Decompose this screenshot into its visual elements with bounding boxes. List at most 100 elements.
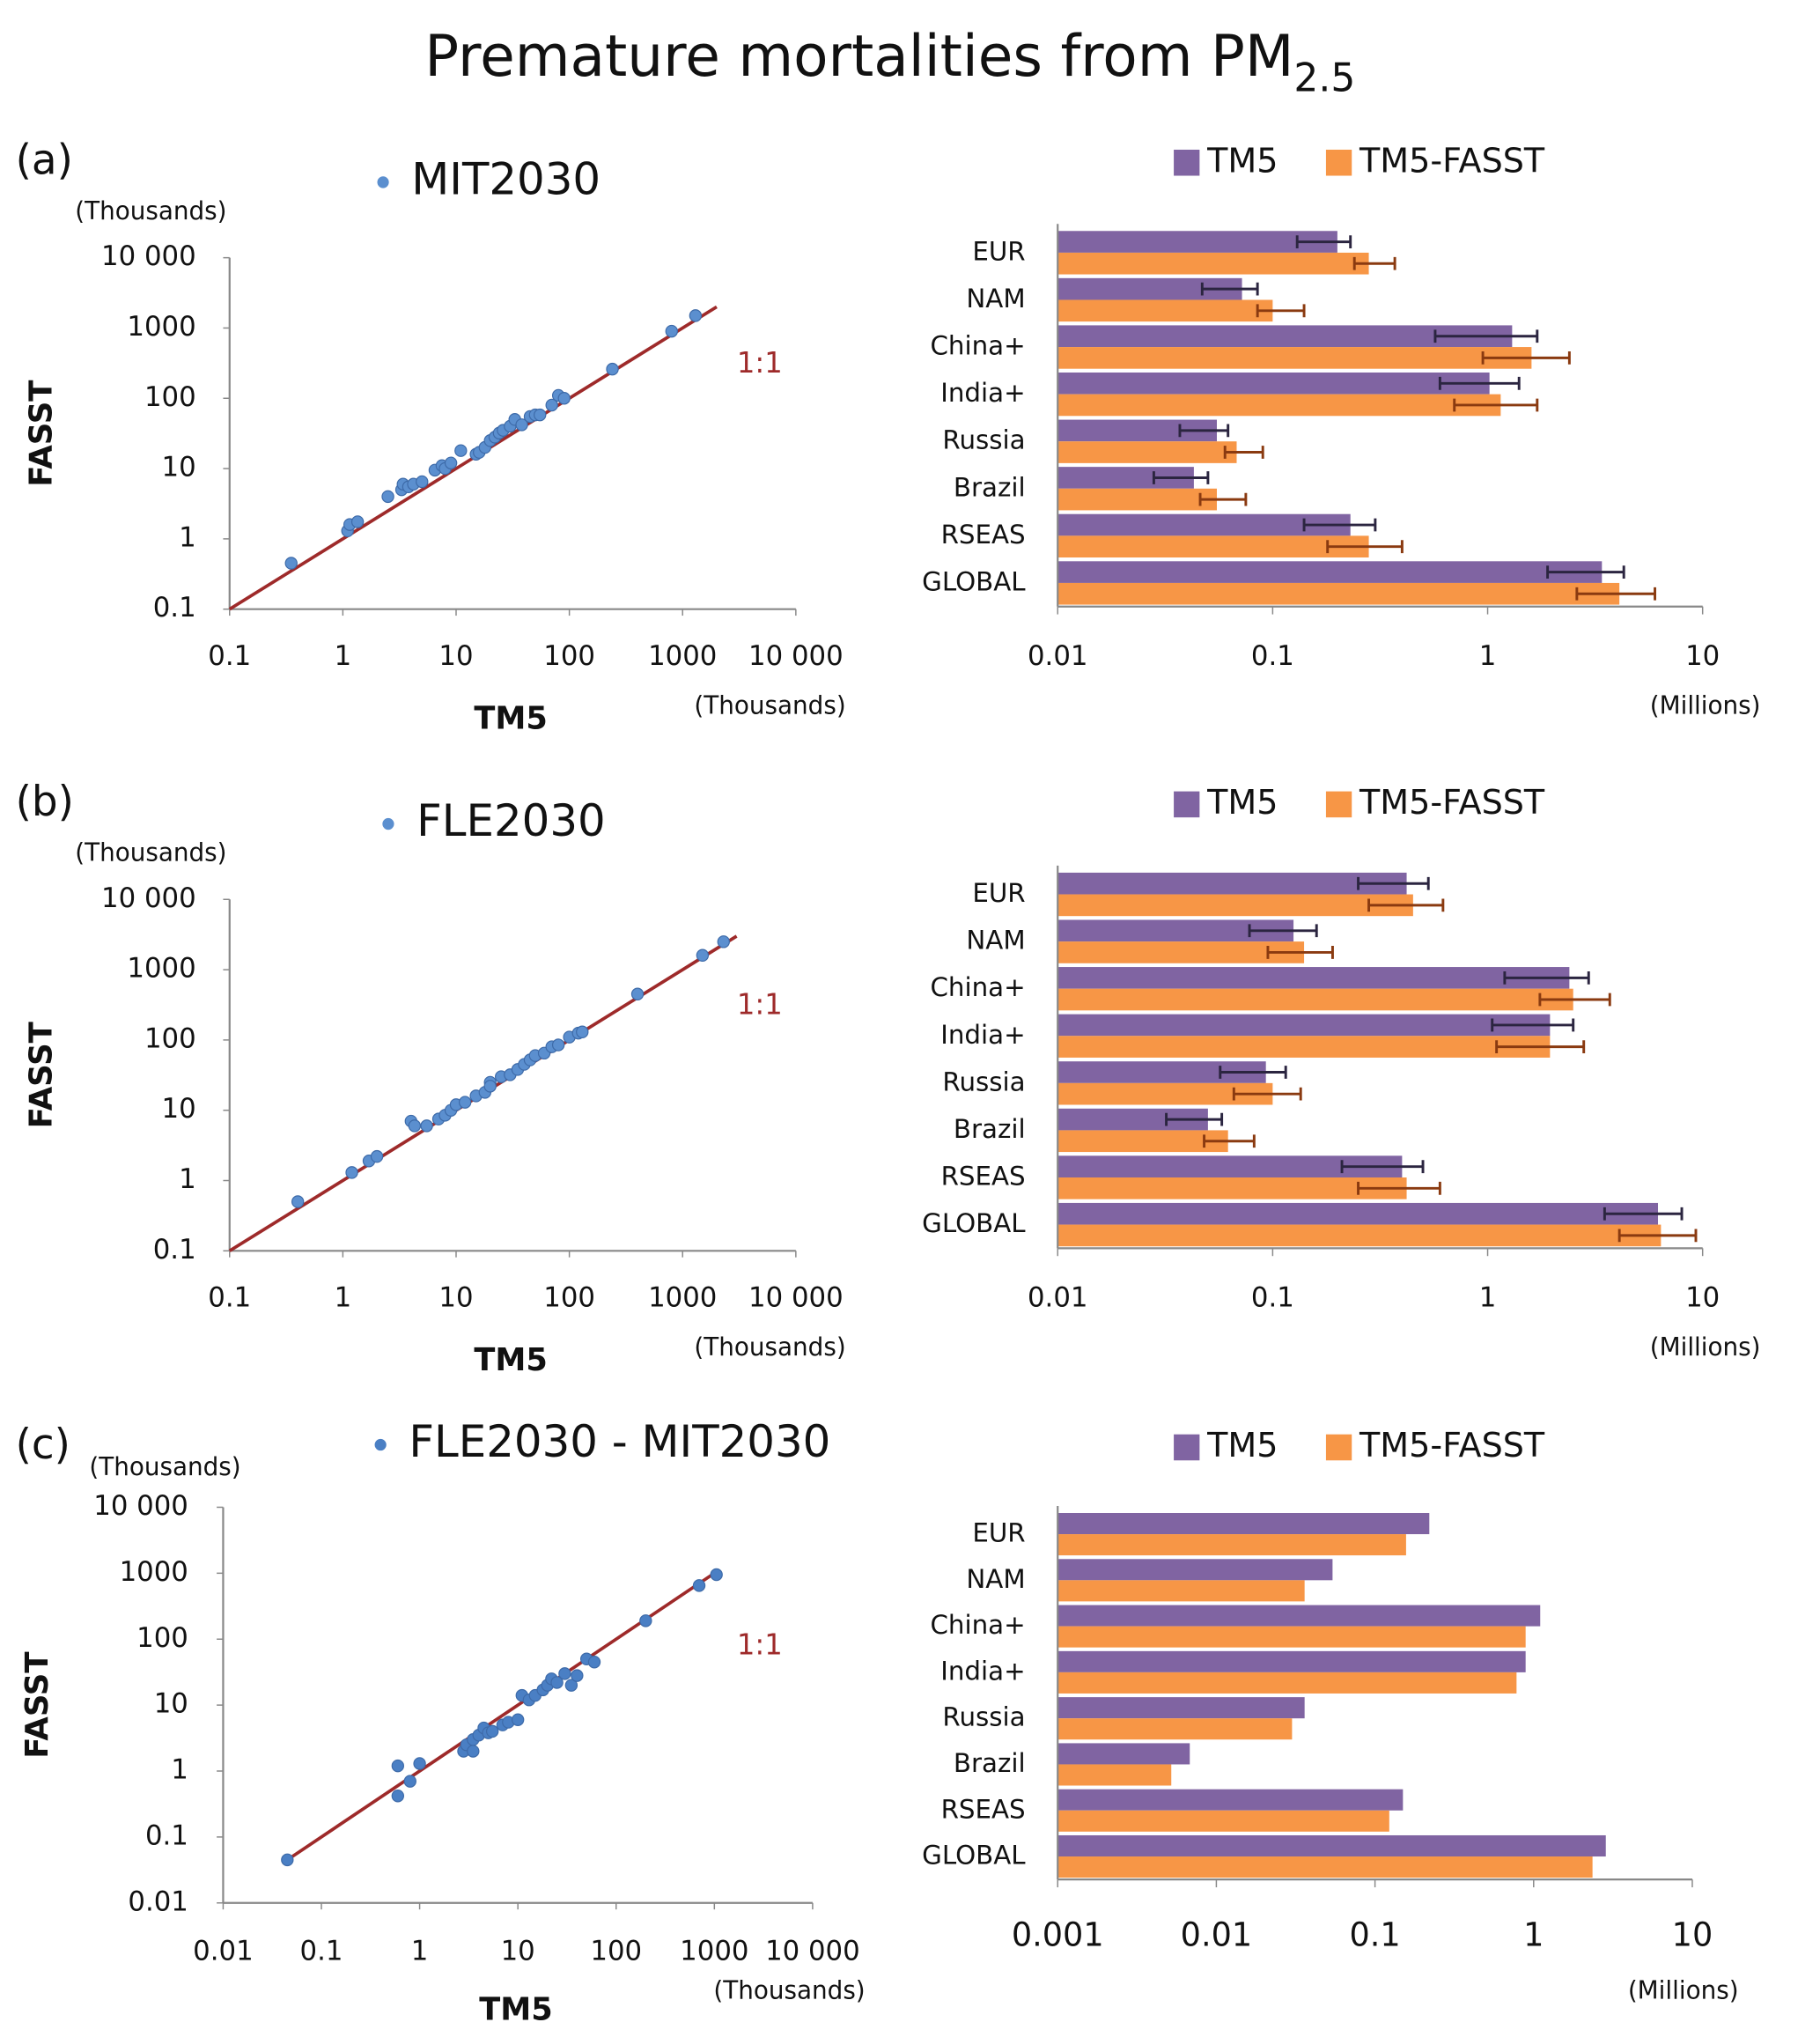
y-tick-label: 1 (179, 1163, 196, 1195)
y-tick-label: 0.01 (128, 1886, 188, 1917)
y-tick-label: 10 (162, 451, 196, 483)
x-tick-label: 1000 (648, 1281, 717, 1313)
error-bar (1453, 398, 1539, 412)
bar (1057, 394, 1501, 417)
error-bar (1603, 1207, 1684, 1221)
legend-label: TM5 (1206, 141, 1278, 181)
scatter-point (557, 392, 571, 405)
bar (1057, 1512, 1430, 1535)
scatter-point (483, 1080, 497, 1093)
x-tick-label: 100 (543, 640, 595, 672)
category-label: EUR (972, 1517, 1025, 1547)
legend-swatch (1174, 149, 1200, 176)
x-tick-label: 1 (335, 1281, 352, 1313)
category-label: India+ (940, 1656, 1025, 1686)
x-tick-label: 0.01 (193, 1935, 253, 1967)
category-label: Russia (942, 1702, 1025, 1732)
reference-label: 1:1 (737, 1628, 783, 1662)
x-axis-label: TM5 (479, 1991, 552, 2027)
scatter-point (564, 1679, 578, 1692)
scatter-point (454, 444, 468, 457)
category-label: India+ (940, 1020, 1025, 1050)
x-tick-label: 10 (438, 640, 473, 672)
scatter-point (345, 1166, 358, 1179)
scatter-point (350, 515, 365, 528)
bar (1057, 231, 1337, 253)
bar (1057, 1580, 1305, 1602)
y-axis-label: FASST (19, 1651, 55, 1758)
y-tick-label: 10 000 (93, 1490, 188, 1522)
y-tick-label: 10 000 (101, 240, 196, 272)
x-unit: (Millions) (1628, 1975, 1739, 2004)
category-label: RSEAS (941, 520, 1026, 550)
y-tick-label: 100 (144, 1022, 196, 1054)
category-label: NAM (966, 284, 1025, 314)
error-bar (1438, 376, 1521, 390)
error-bar (1352, 256, 1396, 270)
scatter-point (571, 1669, 584, 1682)
error-bar (1433, 329, 1539, 343)
y-tick-label: 10 (154, 1688, 188, 1720)
scatter-point (486, 1724, 499, 1738)
x-tick-label: 0.1 (208, 1281, 251, 1313)
scatter-point (665, 324, 678, 338)
y-tick-label: 100 (144, 381, 196, 413)
x-tick-label: 0.1 (300, 1935, 343, 1967)
x-tick-label: 10 (1672, 1916, 1713, 1954)
bar (1057, 1672, 1517, 1694)
x-tick-label: 10 000 (748, 1281, 844, 1313)
legend-swatch (1325, 1434, 1352, 1461)
category-label: China+ (930, 330, 1025, 360)
bar (1057, 347, 1532, 369)
category-label: Russia (942, 1066, 1025, 1096)
bar (1057, 1743, 1190, 1765)
bar (1057, 1036, 1551, 1058)
category-label: NAM (966, 926, 1025, 956)
x-tick-label: 0.01 (1028, 1281, 1087, 1313)
x-tick-label: 0.1 (1251, 1281, 1294, 1313)
scatter-point (511, 1713, 525, 1726)
bar (1057, 967, 1570, 989)
panel-label: (b) (16, 778, 74, 826)
category-label: Brazil (954, 1748, 1026, 1778)
scatter-point (281, 1853, 294, 1867)
legend-swatch (1174, 791, 1200, 818)
scatter-point (381, 490, 394, 504)
scatter-point (689, 309, 703, 322)
reference-label: 1:1 (737, 987, 783, 1021)
scatter-point (710, 1568, 723, 1582)
error-bar (1165, 1112, 1224, 1126)
panel-label: (a) (16, 136, 73, 184)
error-bar (1152, 471, 1210, 484)
scatter-point (639, 1614, 652, 1627)
legend-label: TM5 (1206, 783, 1278, 823)
bar (1057, 1764, 1172, 1786)
y-tick-label: 1000 (127, 311, 195, 343)
legend-label: TM5-FASST (1359, 783, 1545, 823)
bar (1057, 1014, 1551, 1037)
x-axis-label: TM5 (474, 1342, 547, 1378)
legend-label: MIT2030 (411, 153, 601, 204)
error-bar (1203, 1134, 1256, 1148)
error-bar (1503, 971, 1590, 985)
y-tick-label: 0.1 (145, 1819, 188, 1851)
error-bar (1546, 565, 1625, 579)
scatter-point (291, 1195, 305, 1208)
category-label: India+ (940, 378, 1025, 408)
figure-title: Premature mortalities from PM2.5 (424, 23, 1355, 100)
scatter-point (413, 1757, 426, 1770)
scatter-point (587, 1655, 601, 1669)
legend-label: FLE2030 (416, 795, 606, 846)
legend-swatch (1325, 149, 1352, 176)
x-tick-label: 1 (1523, 1916, 1544, 1954)
x-unit: (Millions) (1650, 690, 1761, 720)
x-tick-label: 0.01 (1181, 1916, 1253, 1954)
x-tick-label: 0.001 (1012, 1916, 1104, 1954)
x-tick-label: 10 000 (748, 640, 844, 672)
x-tick-label: 100 (543, 1281, 595, 1313)
bar (1057, 1626, 1526, 1648)
bar (1057, 441, 1237, 463)
x-unit: (Thousands) (713, 1975, 865, 2004)
legend-swatch (1325, 791, 1352, 818)
bar (1057, 1697, 1305, 1719)
